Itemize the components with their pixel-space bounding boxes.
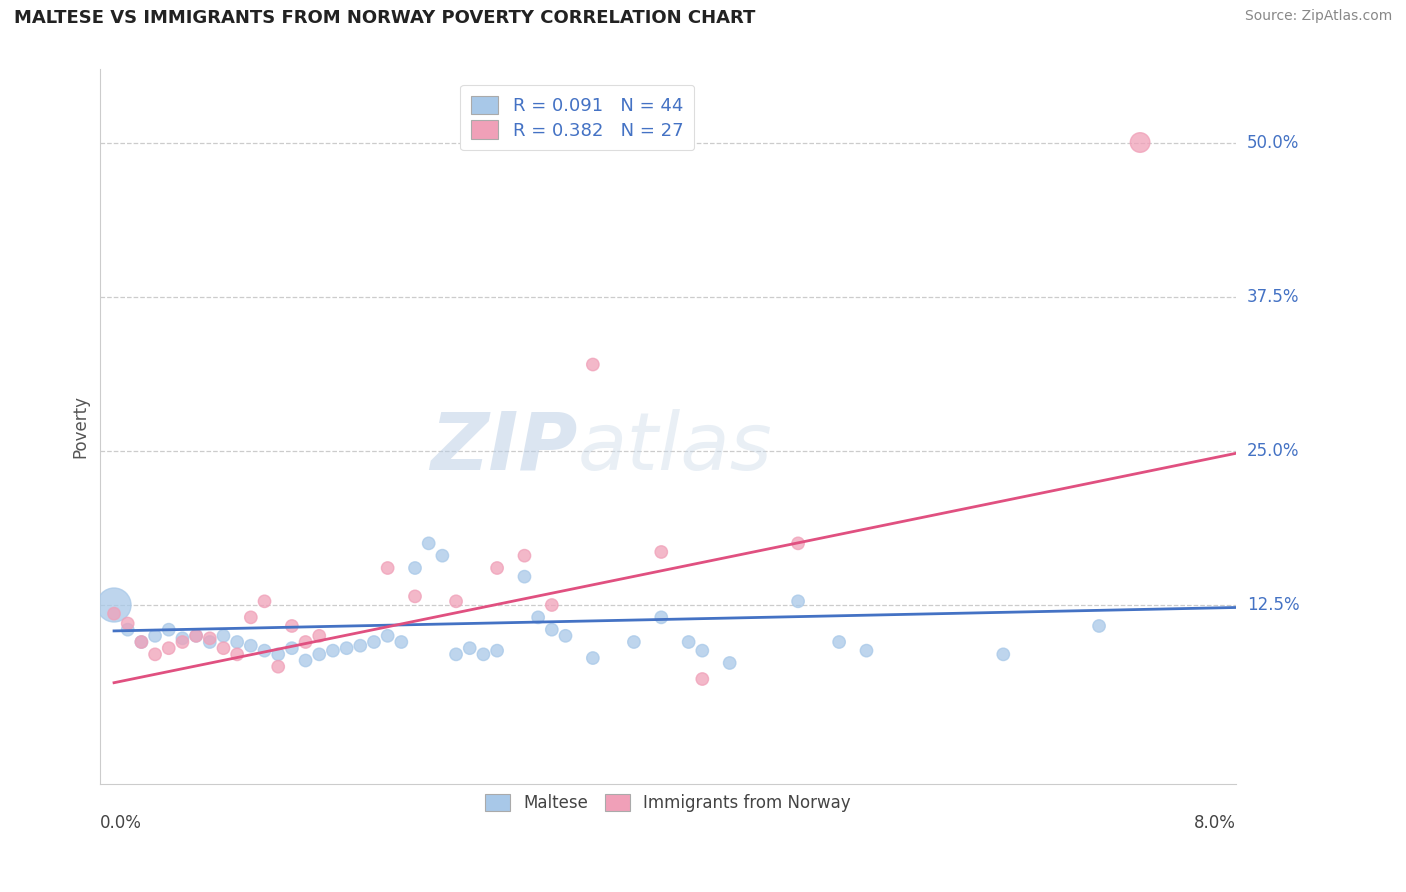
Point [377, 561, 399, 575]
Point [432, 549, 454, 563]
Point [993, 648, 1015, 662]
Point [184, 629, 207, 643]
Text: ZIP: ZIP [430, 409, 578, 487]
Text: 50.0%: 50.0% [1247, 134, 1299, 152]
Point [377, 629, 399, 643]
Point [131, 635, 153, 649]
Point [184, 629, 207, 643]
Point [267, 659, 290, 673]
Point [554, 629, 576, 643]
Point [117, 616, 139, 631]
Point [157, 641, 180, 656]
Point [692, 672, 714, 686]
Point [623, 635, 645, 649]
Point [349, 639, 371, 653]
Point [650, 545, 672, 559]
Point [855, 643, 877, 657]
Point [281, 619, 304, 633]
Point [486, 561, 509, 575]
Point [389, 635, 412, 649]
Point [212, 641, 235, 656]
Point [172, 632, 194, 646]
Point [172, 635, 194, 649]
Point [650, 610, 672, 624]
Point [103, 598, 125, 612]
Point [540, 598, 562, 612]
Point [828, 635, 851, 649]
Point [678, 635, 700, 649]
Point [458, 641, 481, 656]
Point [540, 623, 562, 637]
Point [513, 549, 536, 563]
Point [444, 594, 467, 608]
Point [582, 358, 605, 372]
Point [418, 536, 440, 550]
Point [444, 648, 467, 662]
Text: 25.0%: 25.0% [1247, 442, 1299, 460]
Point [472, 648, 495, 662]
Point [404, 590, 426, 604]
Text: atlas: atlas [578, 409, 772, 487]
Point [787, 594, 810, 608]
Point [143, 629, 166, 643]
Point [486, 643, 509, 657]
Point [267, 648, 290, 662]
Point [718, 656, 741, 670]
Point [239, 610, 262, 624]
Point [131, 635, 153, 649]
Point [363, 635, 385, 649]
Point [212, 629, 235, 643]
Point [336, 641, 359, 656]
Point [404, 561, 426, 575]
Text: 0.0%: 0.0% [100, 814, 142, 832]
Point [253, 594, 276, 608]
Y-axis label: Poverty: Poverty [72, 394, 89, 458]
Point [157, 623, 180, 637]
Text: Source: ZipAtlas.com: Source: ZipAtlas.com [1244, 9, 1392, 23]
Point [582, 651, 605, 665]
Text: 37.5%: 37.5% [1247, 288, 1299, 306]
Legend: Maltese, Immigrants from Norway: Maltese, Immigrants from Norway [478, 787, 858, 819]
Point [294, 635, 316, 649]
Point [226, 635, 249, 649]
Point [308, 629, 330, 643]
Point [198, 632, 221, 646]
Point [308, 648, 330, 662]
Point [281, 641, 304, 656]
Point [253, 643, 276, 657]
Text: 12.5%: 12.5% [1247, 596, 1299, 614]
Point [143, 648, 166, 662]
Point [226, 648, 249, 662]
Text: MALTESE VS IMMIGRANTS FROM NORWAY POVERTY CORRELATION CHART: MALTESE VS IMMIGRANTS FROM NORWAY POVERT… [14, 9, 755, 27]
Point [322, 643, 344, 657]
Point [692, 643, 714, 657]
Point [527, 610, 550, 624]
Point [103, 607, 125, 621]
Text: 8.0%: 8.0% [1194, 814, 1236, 832]
Point [198, 635, 221, 649]
Point [1088, 619, 1111, 633]
Point [294, 653, 316, 667]
Point [239, 639, 262, 653]
Point [117, 623, 139, 637]
Point [513, 569, 536, 583]
Point [1129, 136, 1152, 150]
Point [787, 536, 810, 550]
